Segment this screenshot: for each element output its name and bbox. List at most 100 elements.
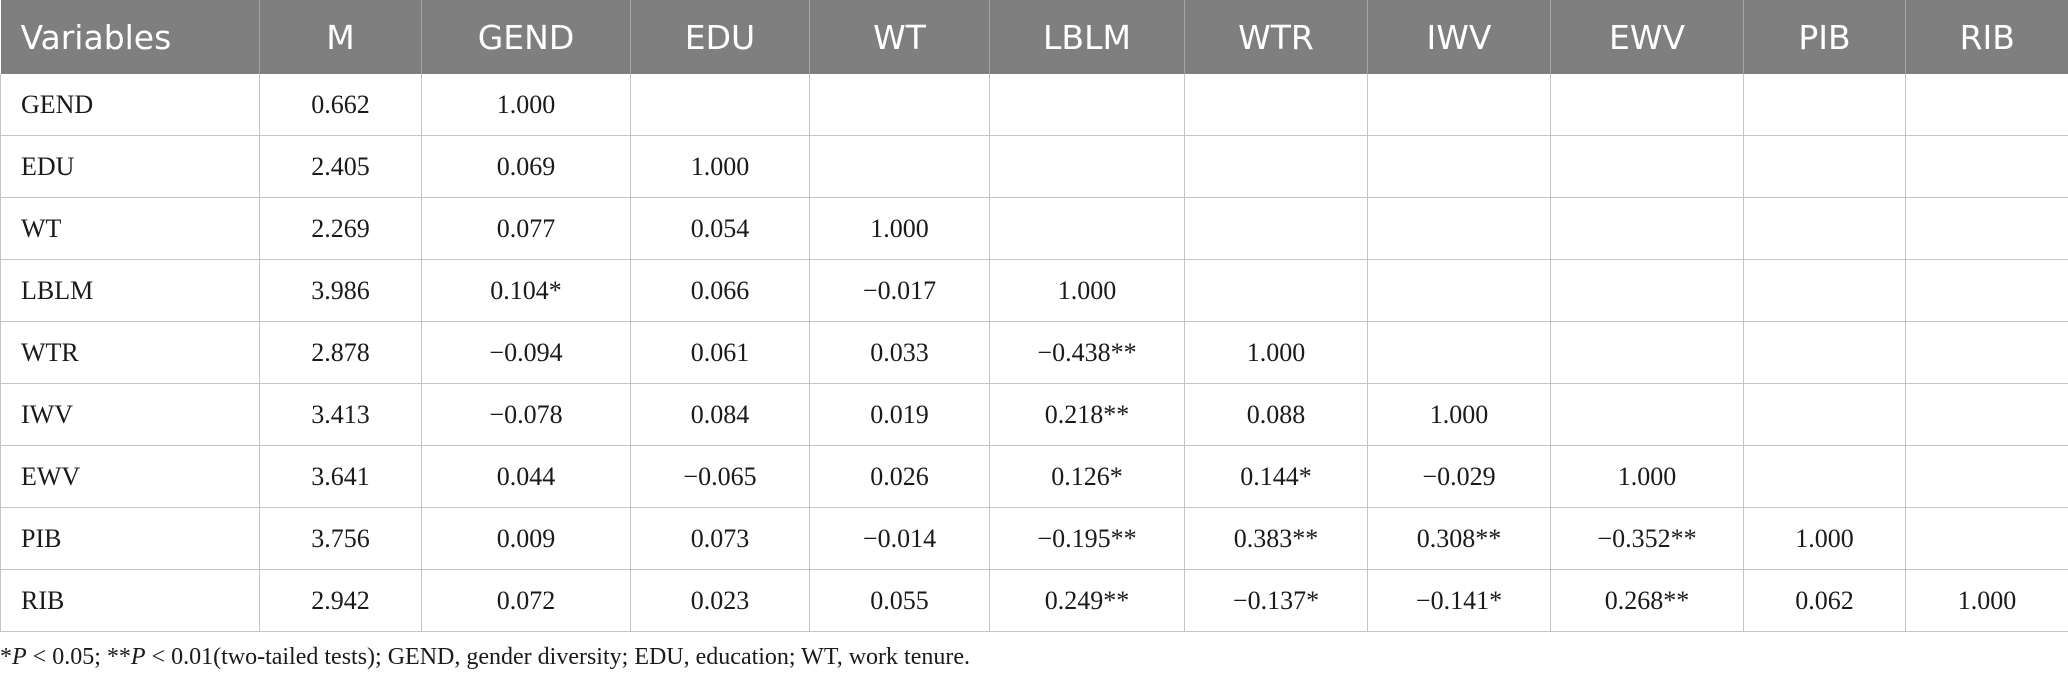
- value-cell: 0.073: [630, 507, 810, 570]
- column-header: WTR: [1184, 0, 1368, 74]
- table-row: PIB 3.756 0.009 0.073 −0.014 −0.195** 0.383** 0…: [0, 507, 2068, 570]
- value-cell: [1905, 74, 2068, 136]
- footnote-text-1: < 0.05; **: [26, 644, 131, 670]
- value-cell: 3.641: [259, 445, 422, 508]
- value-cell: [1905, 507, 2068, 570]
- value-cell: −0.352**: [1550, 507, 1744, 570]
- value-cell: [1905, 135, 2068, 198]
- value-cell: [1743, 383, 1906, 446]
- value-cell: [1550, 383, 1744, 446]
- value-cell: [1367, 74, 1551, 136]
- value-cell: [1367, 197, 1551, 260]
- value-cell: 0.044: [421, 445, 631, 508]
- footnote-prefix: *: [0, 644, 12, 670]
- value-cell: 0.104*: [421, 259, 631, 322]
- value-cell: [1184, 197, 1368, 260]
- column-header: M: [259, 0, 422, 74]
- value-cell: 1.000: [1550, 445, 1744, 508]
- footnote-p-symbol: P: [130, 644, 146, 670]
- value-cell: 1.000: [1905, 569, 2068, 632]
- value-cell: [1743, 197, 1906, 260]
- correlation-table-container: Variables M GEND EDU WT LBLM WTR IWV EWV PIB RIB G…: [0, 0, 2068, 632]
- value-cell: [809, 74, 990, 136]
- value-cell: [1184, 135, 1368, 198]
- value-cell: [989, 135, 1185, 198]
- value-cell: 0.084: [630, 383, 810, 446]
- value-cell: [1905, 383, 2068, 446]
- value-cell: −0.438**: [989, 321, 1185, 384]
- value-cell: [1184, 259, 1368, 322]
- value-cell: −0.195**: [989, 507, 1185, 570]
- table-header-row: Variables M GEND EDU WT LBLM WTR IWV EWV PIB RIB: [0, 0, 2068, 74]
- value-cell: [989, 197, 1185, 260]
- value-cell: [809, 135, 990, 198]
- value-cell: 0.062: [1743, 569, 1906, 632]
- value-cell: 0.308**: [1367, 507, 1551, 570]
- value-cell: 2.269: [259, 197, 422, 260]
- value-cell: [1367, 259, 1551, 322]
- footnote-text-2: < 0.01(two-tailed tests); GEND, gender d…: [145, 644, 970, 670]
- column-header: GEND: [421, 0, 631, 74]
- column-header: IWV: [1367, 0, 1551, 74]
- value-cell: 0.054: [630, 197, 810, 260]
- value-cell: 1.000: [989, 259, 1185, 322]
- value-cell: 0.009: [421, 507, 631, 570]
- value-cell: 1.000: [1184, 321, 1368, 384]
- value-cell: 3.756: [259, 507, 422, 570]
- value-cell: 0.066: [630, 259, 810, 322]
- value-cell: 0.249**: [989, 569, 1185, 632]
- value-cell: 0.126*: [989, 445, 1185, 508]
- value-cell: 1.000: [421, 74, 631, 136]
- value-cell: [1550, 197, 1744, 260]
- value-cell: 0.144*: [1184, 445, 1368, 508]
- value-cell: 0.662: [259, 74, 422, 136]
- value-cell: 0.026: [809, 445, 990, 508]
- value-cell: [989, 74, 1185, 136]
- value-cell: 0.072: [421, 569, 631, 632]
- value-cell: −0.078: [421, 383, 631, 446]
- row-label-cell: RIB: [0, 569, 260, 632]
- value-cell: [1550, 259, 1744, 322]
- value-cell: −0.029: [1367, 445, 1551, 508]
- value-cell: −0.141*: [1367, 569, 1551, 632]
- row-label-cell: EWV: [0, 445, 260, 508]
- value-cell: [1743, 74, 1906, 136]
- correlation-table: Variables M GEND EDU WT LBLM WTR IWV EWV PIB RIB G…: [0, 0, 2068, 632]
- table-row: EDU 2.405 0.069 1.000: [0, 135, 2068, 198]
- value-cell: 0.077: [421, 197, 631, 260]
- table-row: WT 2.269 0.077 0.054 1.000: [0, 197, 2068, 260]
- column-header: EDU: [630, 0, 810, 74]
- value-cell: 3.413: [259, 383, 422, 446]
- value-cell: 0.268**: [1550, 569, 1744, 632]
- value-cell: [1367, 321, 1551, 384]
- row-label-cell: GEND: [0, 74, 260, 136]
- row-label-cell: IWV: [0, 383, 260, 446]
- value-cell: 1.000: [809, 197, 990, 260]
- value-cell: 0.033: [809, 321, 990, 384]
- value-cell: 0.019: [809, 383, 990, 446]
- value-cell: [1905, 259, 2068, 322]
- value-cell: −0.065: [630, 445, 810, 508]
- value-cell: −0.017: [809, 259, 990, 322]
- value-cell: 0.023: [630, 569, 810, 632]
- value-cell: [1905, 197, 2068, 260]
- value-cell: [1905, 445, 2068, 508]
- value-cell: 0.061: [630, 321, 810, 384]
- value-cell: 0.055: [809, 569, 990, 632]
- value-cell: 2.942: [259, 569, 422, 632]
- value-cell: [1184, 74, 1368, 136]
- value-cell: [1550, 135, 1744, 198]
- column-header: EWV: [1550, 0, 1744, 74]
- column-header: RIB: [1905, 0, 2068, 74]
- value-cell: 2.878: [259, 321, 422, 384]
- row-label-cell: WTR: [0, 321, 260, 384]
- value-cell: [1743, 135, 1906, 198]
- footnote-p-symbol: P: [12, 644, 27, 670]
- value-cell: 0.069: [421, 135, 631, 198]
- value-cell: 1.000: [1743, 507, 1906, 570]
- row-label-cell: LBLM: [0, 259, 260, 322]
- column-header: WT: [809, 0, 990, 74]
- value-cell: [630, 74, 810, 136]
- value-cell: 3.986: [259, 259, 422, 322]
- value-cell: [1743, 445, 1906, 508]
